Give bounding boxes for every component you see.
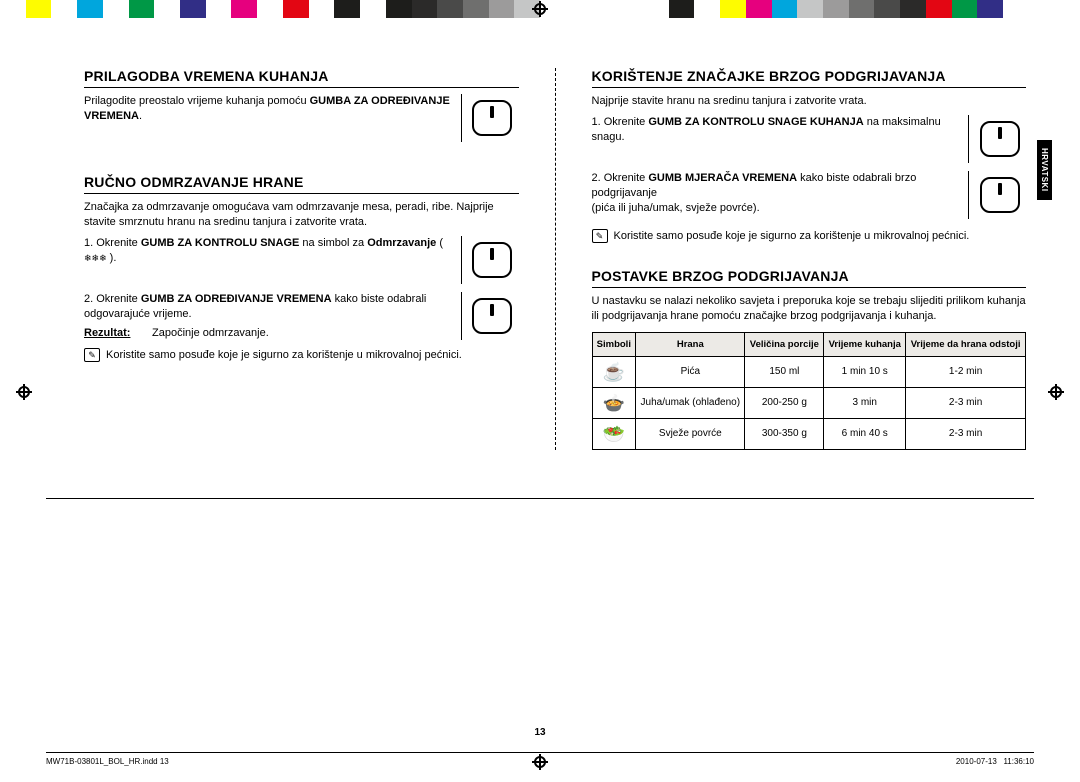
paragraph: Prilagodite preostalo vrijeme kuhanja po… [84, 94, 451, 124]
table-row: 🥗Svježe povrće300-350 g6 min 40 s2-3 min [592, 418, 1026, 449]
step-text: 2. Okrenite GUMB MJERAČA VREMENA kako bi… [592, 171, 959, 216]
table-header: Vrijeme da hrana odstoji [906, 332, 1026, 356]
table-cell: 150 ml [745, 356, 824, 387]
table-cell: 200-250 g [745, 387, 824, 418]
table-cell: 1-2 min [906, 356, 1026, 387]
table-cell: 2-3 min [906, 387, 1026, 418]
note-icon: ✎ [592, 229, 608, 243]
timer-dial-illustration [968, 171, 1026, 219]
footer-datetime: 2010-07-13 11:36:10 [956, 757, 1034, 766]
table-cell: 🥗 [592, 418, 636, 449]
right-column: Korištenje značajke brzog podgrijavanja … [592, 68, 1027, 450]
page-number: 13 [0, 727, 1080, 738]
section-heading: Postavke brzog podgrijavanja [592, 268, 1027, 288]
table-header: Hrana [636, 332, 745, 356]
print-footer: MW71B-03801L_BOL_HR.indd 13 2010-07-13 1… [46, 752, 1034, 766]
section-heading: Ručno odmrzavanje hrane [84, 174, 519, 194]
column-divider [555, 68, 556, 450]
table-row: ☕Pića150 ml1 min 10 s1-2 min [592, 356, 1026, 387]
table-cell: 6 min 40 s [824, 418, 906, 449]
section-heading: Prilagodba vremena kuhanja [84, 68, 519, 88]
table-cell: 300-350 g [745, 418, 824, 449]
result-row: Rezultat: Započinje odmrzavanje. [84, 327, 451, 339]
table-cell: 3 min [824, 387, 906, 418]
note: ✎ Koristite samo posuđe koje je sigurno … [84, 348, 519, 363]
paragraph: Najprije stavite hranu na sredinu tanjur… [592, 94, 1027, 109]
table-header: Veličina porcije [745, 332, 824, 356]
note: ✎ Koristite samo posuđe koje je sigurno … [592, 229, 1027, 244]
table-cell: Svježe povrće [636, 418, 745, 449]
footer-rule [46, 498, 1034, 499]
table-cell: 2-3 min [906, 418, 1026, 449]
paragraph: U nastavku se nalazi nekoliko savjeta i … [592, 294, 1027, 324]
table-cell: 🍲 [592, 387, 636, 418]
footer-file: MW71B-03801L_BOL_HR.indd 13 [46, 757, 169, 766]
step-text: 1. Okrenite GUMB ZA KONTROLU SNAGE KUHAN… [592, 115, 959, 145]
step-text: 2. Okrenite GUMB ZA ODREĐIVANJE VREMENA … [84, 292, 451, 322]
table-header: Vrijeme kuhanja [824, 332, 906, 356]
timer-dial-illustration [461, 292, 519, 340]
table-cell: 1 min 10 s [824, 356, 906, 387]
step-text: 1. Okrenite GUMB ZA KONTROLU SNAGE na si… [84, 236, 451, 266]
page-content: Prilagodba vremena kuhanja Prilagodite p… [0, 18, 1080, 480]
power-dial-illustration [461, 236, 519, 284]
table-cell: Juha/umak (ohlađeno) [636, 387, 745, 418]
defrost-icon: ❄❄❄ [84, 253, 107, 263]
note-icon: ✎ [84, 348, 100, 362]
table-cell: Pića [636, 356, 745, 387]
power-dial-illustration [968, 115, 1026, 163]
paragraph: Značajka za odmrzavanje omogućava vam od… [84, 200, 519, 230]
table-cell: ☕ [592, 356, 636, 387]
timer-dial-illustration [461, 94, 519, 142]
table-row: 🍲Juha/umak (ohlađeno)200-250 g3 min2-3 m… [592, 387, 1026, 418]
table-header: Simboli [592, 332, 636, 356]
settings-table: SimboliHranaVeličina porcijeVrijeme kuha… [592, 332, 1027, 450]
registration-mark [532, 1, 548, 17]
section-heading: Korištenje značajke brzog podgrijavanja [592, 68, 1027, 88]
left-column: Prilagodba vremena kuhanja Prilagodite p… [84, 68, 519, 450]
